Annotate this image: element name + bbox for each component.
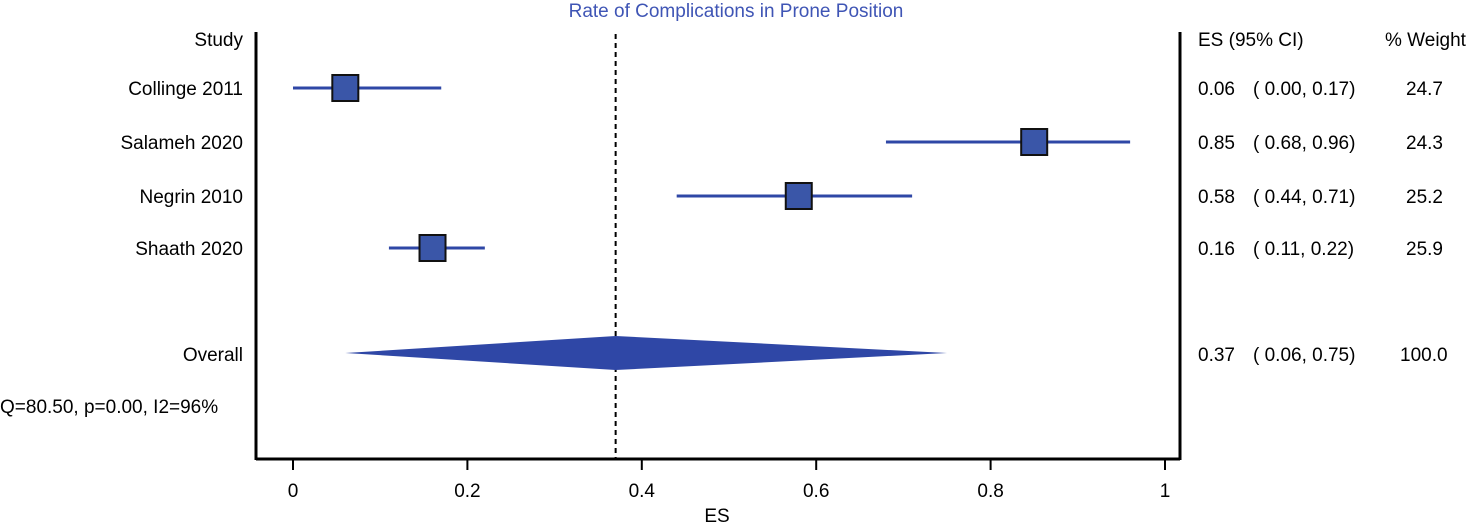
study-row: Salameh 2020 0.85 ( 0.68, 0.96) 24.3 bbox=[120, 128, 1443, 156]
header-es-ci: ES (95% CI) bbox=[1198, 30, 1304, 51]
overall-es: 0.37 bbox=[1198, 345, 1235, 366]
weight-value: 24.3 bbox=[1406, 133, 1443, 154]
x-tick-label: 0.2 bbox=[454, 481, 480, 502]
study-rows: Collinge 2011 0.06 ( 0.00, 0.17) 24.7 Salame… bbox=[120, 74, 1443, 262]
ci-value: ( 0.11, 0.22) bbox=[1253, 239, 1354, 260]
header-study: Study bbox=[194, 30, 243, 51]
heterogeneity-stats: Q=80.50, p=0.00, I2=96% bbox=[0, 397, 218, 418]
study-label: Shaath 2020 bbox=[135, 239, 243, 260]
study-row: Collinge 2011 0.06 ( 0.00, 0.17) 24.7 bbox=[128, 74, 1443, 102]
ci-value: ( 0.00, 0.17) bbox=[1253, 79, 1355, 100]
x-tick-label: 0.4 bbox=[629, 481, 656, 502]
overall-weight: 100.0 bbox=[1400, 345, 1448, 366]
study-row: Shaath 2020 0.16 ( 0.11, 0.22) 25.9 bbox=[135, 234, 1443, 262]
effect-size-marker bbox=[331, 74, 360, 102]
overall-ci: ( 0.06, 0.75) bbox=[1253, 345, 1355, 366]
weight-value: 25.2 bbox=[1406, 187, 1443, 208]
es-value: 0.06 bbox=[1198, 79, 1235, 100]
effect-size-marker bbox=[1020, 128, 1049, 156]
es-value: 0.58 bbox=[1198, 187, 1235, 208]
es-value: 0.85 bbox=[1198, 133, 1235, 154]
chart-title: Rate of Complications in Prone Position bbox=[569, 1, 904, 22]
effect-size-marker bbox=[418, 234, 447, 262]
effect-size-marker bbox=[784, 182, 813, 210]
x-tick-label: 1 bbox=[1160, 481, 1171, 502]
x-tick-label: 0.8 bbox=[977, 481, 1003, 502]
study-label: Salameh 2020 bbox=[120, 133, 243, 154]
ci-value: ( 0.68, 0.96) bbox=[1253, 133, 1355, 154]
study-row: Negrin 2010 0.58 ( 0.44, 0.71) 25.2 bbox=[139, 182, 1443, 210]
x-axis-label: ES bbox=[704, 506, 729, 527]
study-label: Collinge 2011 bbox=[128, 79, 243, 100]
study-label: Negrin 2010 bbox=[139, 187, 243, 208]
x-axis-ticks: 0 0.2 0.4 0.6 0.8 1 bbox=[288, 459, 1171, 502]
header-weight: % Weight bbox=[1385, 30, 1467, 51]
es-value: 0.16 bbox=[1198, 239, 1235, 260]
ci-value: ( 0.44, 0.71) bbox=[1253, 187, 1355, 208]
overall-label: Overall bbox=[183, 345, 243, 366]
weight-value: 25.9 bbox=[1406, 239, 1443, 260]
overall-diamond bbox=[345, 336, 947, 370]
x-tick-label: 0.6 bbox=[803, 481, 829, 502]
weight-value: 24.7 bbox=[1406, 79, 1443, 100]
x-tick-label: 0 bbox=[288, 481, 299, 502]
